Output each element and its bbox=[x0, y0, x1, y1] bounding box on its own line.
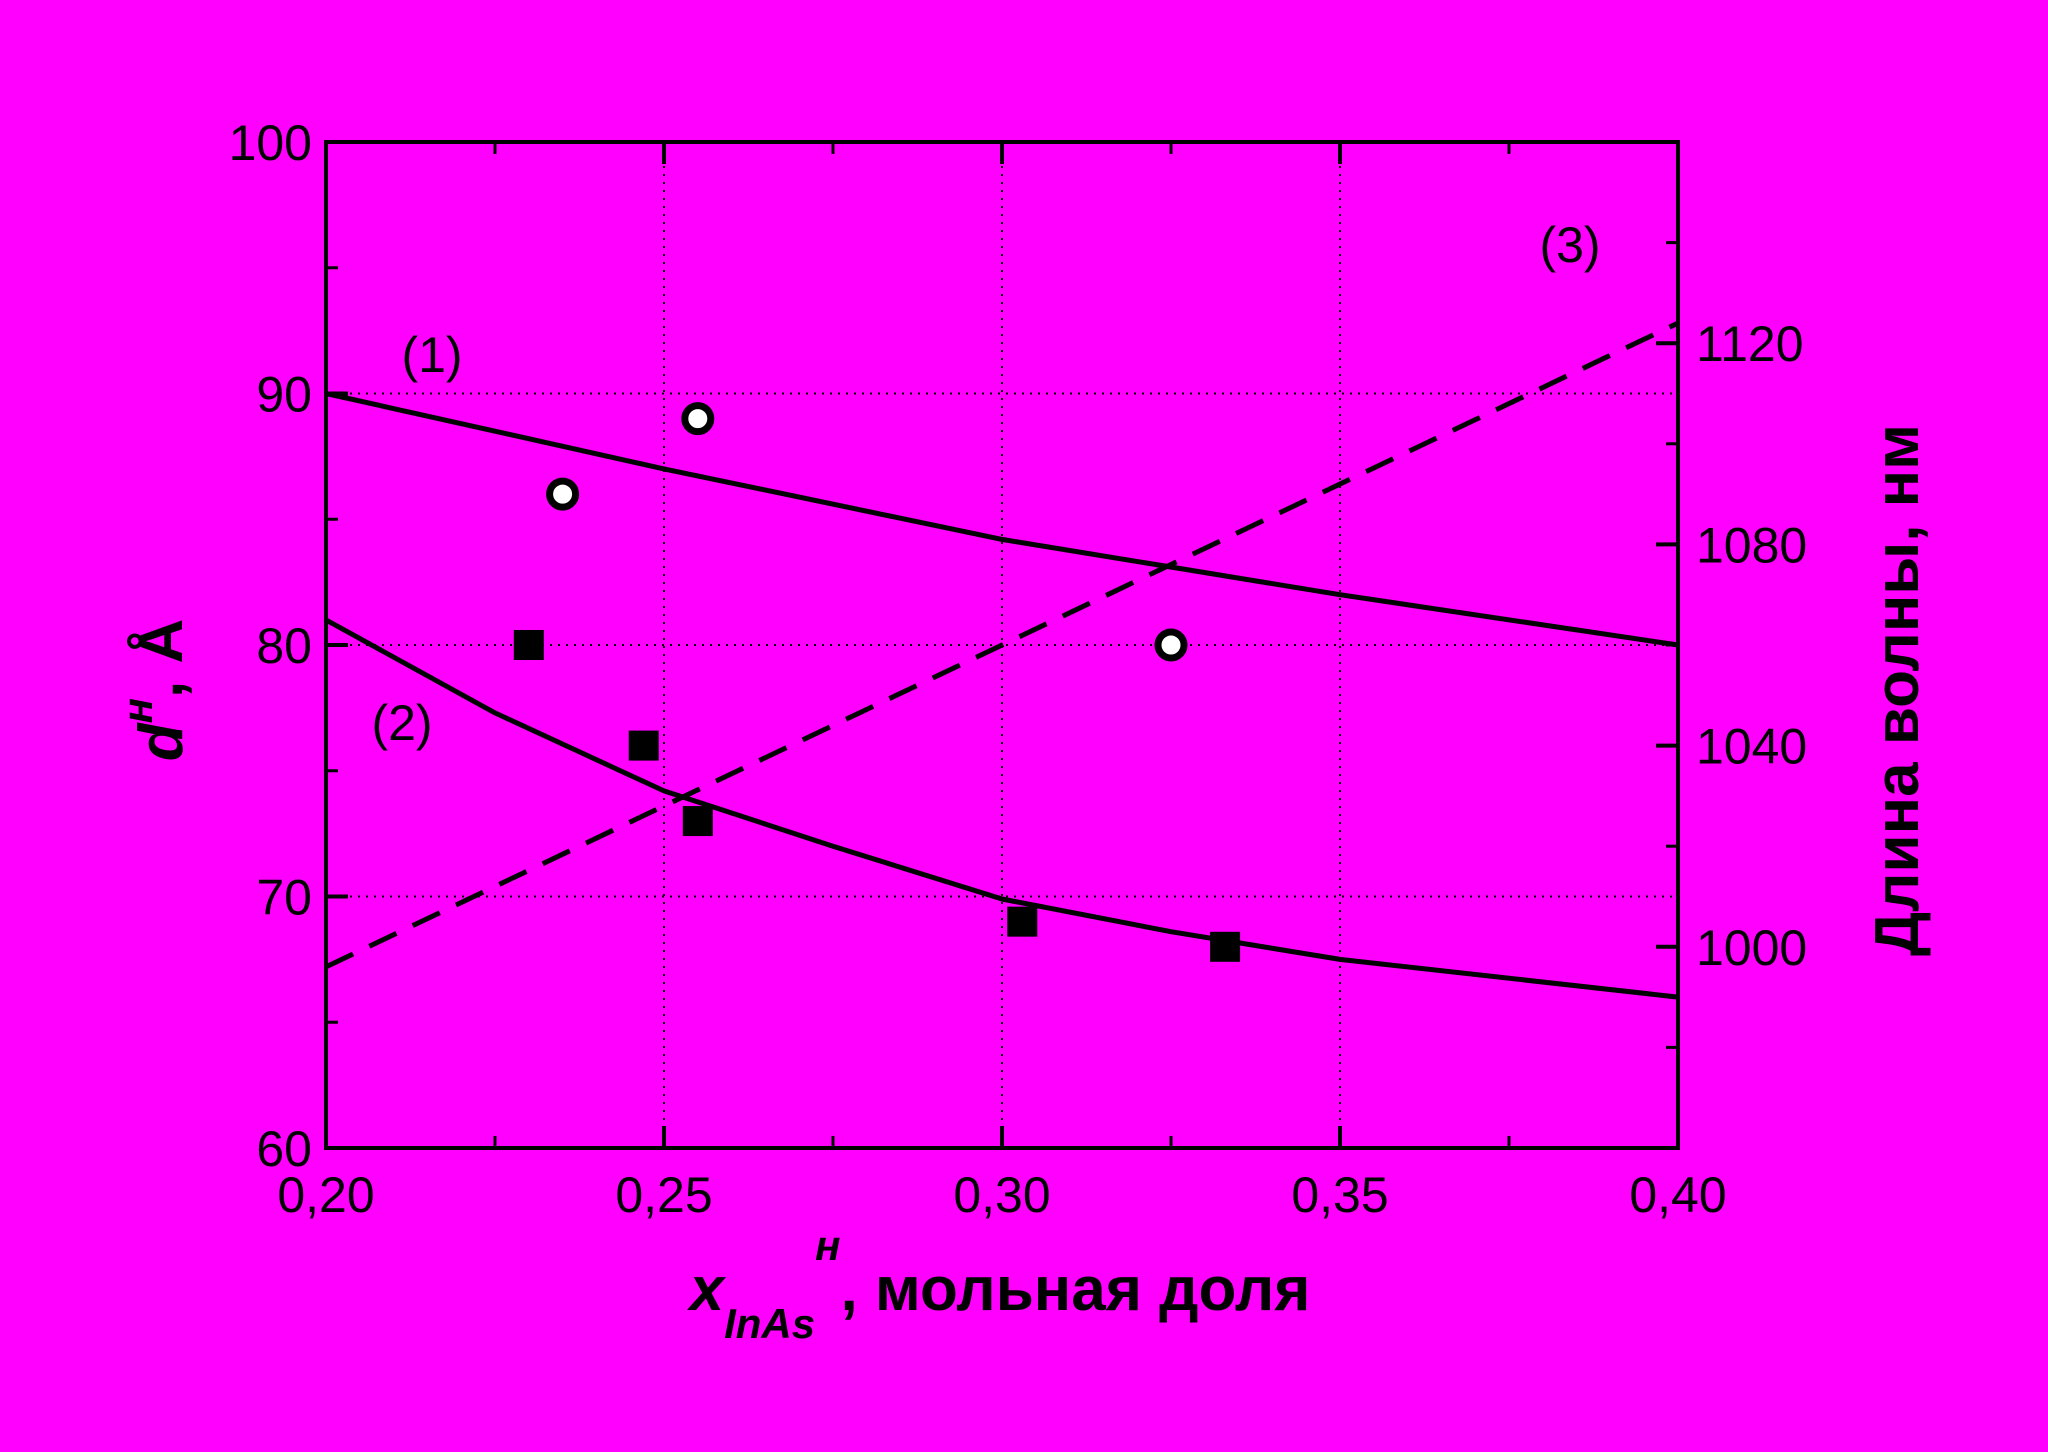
square-marker bbox=[682, 806, 713, 837]
x-tick-label: 0,40 bbox=[1629, 1167, 1726, 1223]
square-marker bbox=[628, 730, 659, 761]
marker-layer bbox=[513, 402, 1241, 962]
y2-tick-label: 1000 bbox=[1696, 920, 1807, 976]
y2-tick-label: 1080 bbox=[1696, 517, 1807, 573]
x-axis-title-suffix: , мольная доля bbox=[840, 1255, 1310, 1324]
y-axis-title-suffix: , Å bbox=[127, 619, 196, 698]
series-layer bbox=[324, 320, 1680, 1000]
x-axis-title: xInAsн, мольная доля bbox=[687, 1222, 1311, 1347]
square-marker bbox=[1007, 906, 1038, 937]
series-line-3 bbox=[324, 320, 1680, 970]
tick-layer bbox=[324, 140, 1680, 1150]
y2-tick-label: 1120 bbox=[1696, 316, 1804, 372]
grid-layer bbox=[326, 142, 1678, 1148]
square-marker bbox=[513, 630, 544, 660]
circle-marker bbox=[681, 402, 715, 436]
y-tick-label: 80 bbox=[256, 618, 312, 674]
square-marker bbox=[1210, 931, 1241, 962]
y2-axis-title: Длина волны, нм bbox=[1863, 424, 1932, 956]
circle-marker bbox=[546, 477, 580, 511]
series-label-1: (1) bbox=[401, 327, 462, 383]
circle-marker bbox=[1154, 628, 1188, 662]
x-axis-title-subscript: InAs bbox=[724, 1300, 815, 1347]
x-axis-title-main: x bbox=[687, 1255, 727, 1324]
y-tick-label: 100 bbox=[229, 115, 312, 171]
x-tick-label: 0,25 bbox=[615, 1167, 712, 1223]
label-layer: 0,20 0,25 0,30 0,35 0,40 60 70 80 90 100 1000 1040 1… bbox=[229, 115, 1808, 1223]
y-axis-title-main: d bbox=[127, 722, 196, 761]
series-line-2 bbox=[324, 617, 1679, 1000]
y2-tick-label: 1040 bbox=[1696, 719, 1807, 775]
y-tick-label: 70 bbox=[256, 870, 312, 926]
y-axis-title: dн, Å bbox=[114, 619, 196, 761]
y-tick-label: 60 bbox=[256, 1121, 312, 1177]
series-label-3: (3) bbox=[1539, 217, 1600, 273]
x-axis-title-superscript: н bbox=[815, 1222, 840, 1269]
series-line-1 bbox=[325, 391, 1679, 648]
x-tick-label: 0,30 bbox=[953, 1167, 1050, 1223]
series-label-2: (2) bbox=[371, 695, 432, 751]
x-tick-label: 0,35 bbox=[1291, 1167, 1388, 1223]
y-tick-label: 90 bbox=[256, 367, 312, 423]
x-tick-label: 0,20 bbox=[277, 1167, 374, 1223]
y-axis-title-superscript: н bbox=[114, 698, 161, 723]
